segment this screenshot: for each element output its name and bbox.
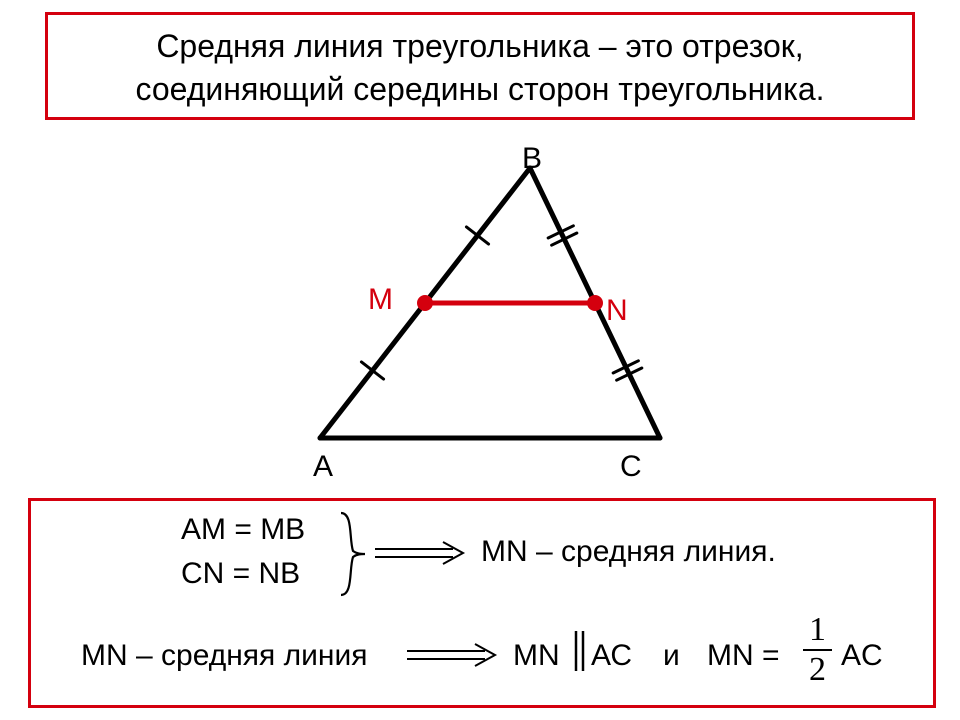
fraction-numerator: 1 bbox=[803, 613, 832, 651]
parallel-ac: АС bbox=[591, 639, 632, 673]
and-text: и bbox=[663, 639, 680, 673]
midpoint-label-m: M bbox=[368, 283, 393, 317]
implies-arrow-icon bbox=[403, 641, 503, 671]
mn-equals: MN = bbox=[707, 639, 780, 673]
vertex-label-c: C bbox=[620, 450, 642, 484]
definition-text: Средняя линия треугольника – это отрезок… bbox=[48, 15, 912, 121]
vertex-label-b: B bbox=[522, 142, 542, 176]
parallel-mn: MN bbox=[513, 639, 560, 673]
implies-text: MN – средняя линия. bbox=[481, 535, 776, 569]
definition-line1: Средняя линия треугольника – это отрезок… bbox=[156, 28, 803, 64]
midpoint-label-n: N bbox=[606, 294, 628, 328]
ac-tail: AC bbox=[841, 639, 883, 673]
definition-line2: соединяющий середины сторон треугольника… bbox=[135, 71, 824, 107]
fraction-one-half: 1 2 bbox=[803, 613, 832, 687]
properties-box: AM = MB CN = NB MN – средняя линия. MN –… bbox=[28, 498, 936, 708]
eq-cn-nb: CN = NB bbox=[181, 557, 300, 591]
fraction-denominator: 2 bbox=[803, 651, 832, 687]
vertex-label-a: A bbox=[313, 450, 333, 484]
eq-am-mb: AM = MB bbox=[181, 513, 305, 547]
triangle-svg bbox=[260, 138, 700, 468]
triangle-diagram bbox=[260, 138, 700, 468]
midsegment-premise: MN – средняя линия bbox=[81, 639, 367, 673]
definition-box: Средняя линия треугольника – это отрезок… bbox=[45, 12, 915, 120]
parallel-icon bbox=[571, 629, 589, 673]
implies-arrow-icon bbox=[371, 539, 471, 569]
curly-brace-icon bbox=[339, 511, 369, 597]
